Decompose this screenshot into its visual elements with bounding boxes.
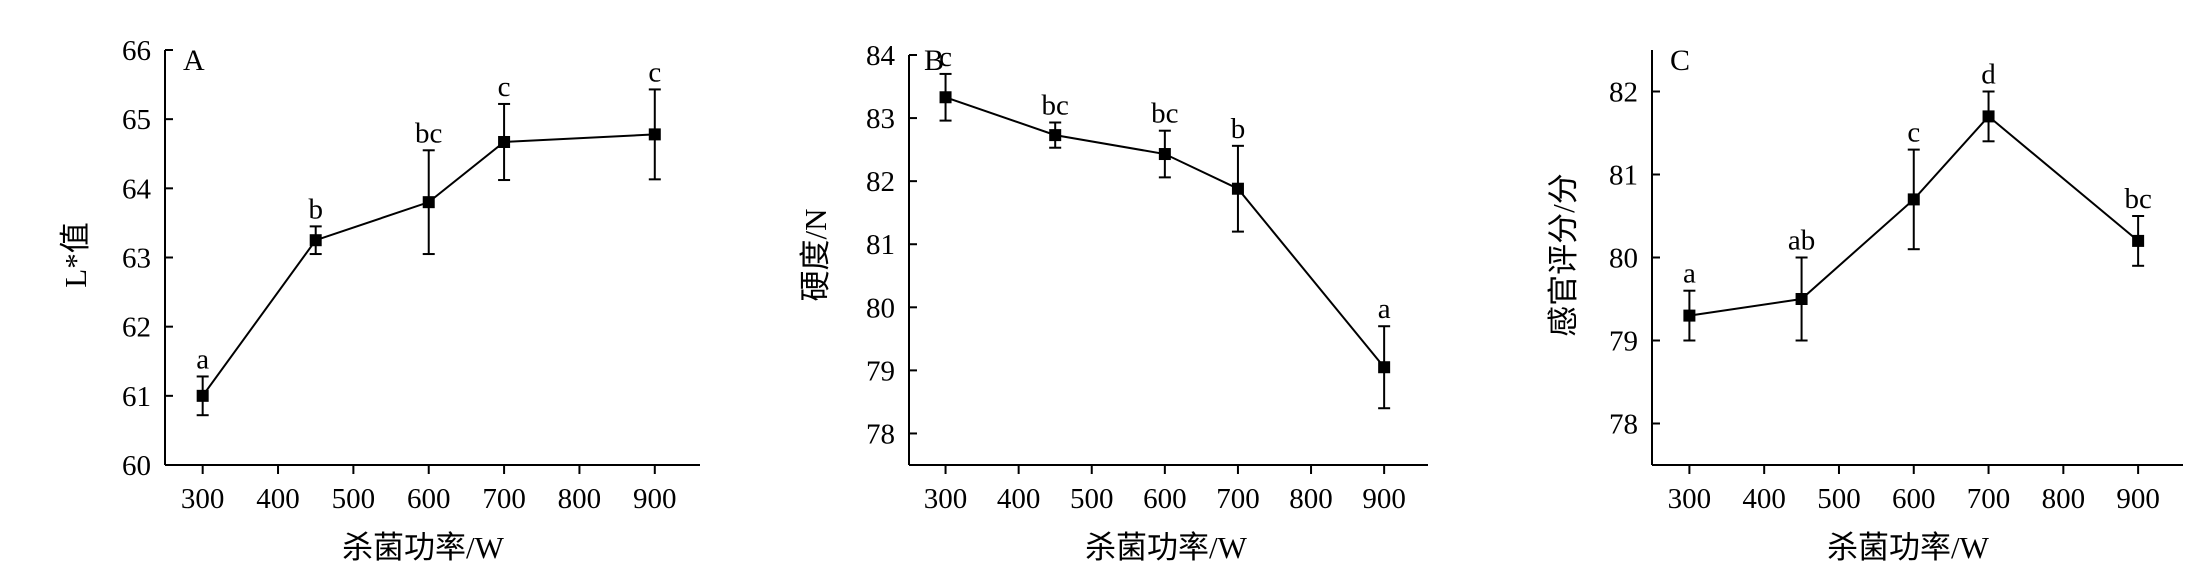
panel-a-significance-label: c <box>648 56 661 88</box>
panel-a-y-tick-label: 65 <box>122 104 151 136</box>
panel-b-data-point <box>1378 361 1391 374</box>
panel-a-significance-label: b <box>308 193 323 225</box>
panel-a-x-tick-label: 500 <box>332 483 376 515</box>
panel-c-data-point <box>1795 293 1808 305</box>
panel-c-plot-area: 78 79 80 81 82 300 400 500 600 700 800 900 a ab c d bc <box>1609 50 2183 515</box>
panel-b-y-tick-label: 84 <box>866 40 896 72</box>
panel-b-x-tick-label: 700 <box>1216 483 1260 515</box>
panel-a-y-tick-label: 62 <box>122 312 151 344</box>
panel-b-y-tick-label: 79 <box>866 355 895 387</box>
panel-c-data-point <box>1683 309 1696 322</box>
panel-c-y-axis-title: 感官评分/分 <box>1546 173 1581 337</box>
panel-a-data-point <box>422 196 435 209</box>
panel-c-significance-label: bc <box>2124 183 2151 215</box>
panel-b-y-tick-label: 80 <box>866 292 895 324</box>
panel-b-label: B <box>924 44 944 77</box>
panel-a-data-point <box>309 234 322 247</box>
panel-b-significance-label: a <box>1378 293 1391 325</box>
panel-a-y-tick-label: 63 <box>122 243 151 275</box>
panel-a-x-tick-label: 900 <box>633 483 677 515</box>
panel-c-significance-label: c <box>1907 117 1920 149</box>
panel-b-significance-label: b <box>1231 113 1246 145</box>
panel-c-significance-label: d <box>1981 59 1996 91</box>
panel-b-y-tick-label: 78 <box>866 418 895 450</box>
panel-c: C 杀菌功率/W 感官评分/分 78 79 80 81 82 300 400 500 600 70… <box>1546 44 2183 565</box>
panel-b: B 杀菌功率/W 硬度/N 78 79 80 81 82 83 84 300 400 500 600… <box>798 40 1428 565</box>
panel-a-x-axis-title: 杀菌功率/W <box>342 530 505 565</box>
panel-b-significance-label: bc <box>1042 89 1069 121</box>
panel-b-significance-label: bc <box>1151 98 1178 130</box>
panel-a-significance-label: c <box>498 71 511 103</box>
panel-c-x-tick-label: 700 <box>1967 483 2011 515</box>
panel-a-y-tick-label: 61 <box>122 381 151 413</box>
panel-c-x-tick-label: 900 <box>2116 483 2160 515</box>
panel-b-data-point <box>1049 129 1062 142</box>
panel-b-y-axis-title: 硬度/N <box>798 209 833 302</box>
panel-a-significance-label: a <box>196 343 209 375</box>
panel-a-x-tick-label: 800 <box>558 483 602 515</box>
panel-c-label: C <box>1670 44 1690 77</box>
panel-c-y-tick-label: 78 <box>1609 409 1638 441</box>
panel-b-x-axis-title: 杀菌功率/W <box>1085 530 1248 565</box>
panel-a-label: A <box>183 44 205 77</box>
panel-c-x-tick-label: 300 <box>1668 483 1712 515</box>
panel-a-data-point <box>498 135 511 148</box>
panel-c-y-tick-label: 81 <box>1609 160 1638 192</box>
panel-b-y-tick-label: 83 <box>866 103 895 135</box>
panel-b-significance-label: c <box>939 41 952 73</box>
panel-b-plot-area: 78 79 80 81 82 83 84 300 400 500 600 700 800 900 c bc bc… <box>866 40 1428 515</box>
panel-c-y-tick-label: 80 <box>1609 243 1638 275</box>
panel-a-y-tick-label: 60 <box>122 450 151 482</box>
panel-c-x-tick-label: 600 <box>1892 483 1936 515</box>
panel-b-x-tick-label: 400 <box>997 483 1041 515</box>
panel-b-x-tick-label: 300 <box>924 483 968 515</box>
panel-b-y-tick-label: 81 <box>866 229 895 261</box>
panel-c-data-point <box>1982 110 1995 123</box>
panel-b-data-point <box>1231 182 1244 195</box>
panel-a-x-tick-label: 400 <box>256 483 300 515</box>
panel-a-x-tick-label: 600 <box>407 483 451 515</box>
panel-c-x-tick-label: 800 <box>2042 483 2086 515</box>
panel-b-x-tick-label: 800 <box>1289 483 1333 515</box>
panel-a-data-point <box>648 128 661 141</box>
panel-c-y-tick-label: 79 <box>1609 326 1638 358</box>
panel-b-x-tick-label: 500 <box>1070 483 1114 515</box>
panel-c-x-axis-title: 杀菌功率/W <box>1827 530 1990 565</box>
panel-a-data-point <box>196 389 209 402</box>
panel-a-y-tick-label: 66 <box>122 35 151 67</box>
panel-c-data-point <box>1907 193 1920 206</box>
panel-c-significance-label: ab <box>1788 225 1815 257</box>
panel-b-x-tick-label: 900 <box>1362 483 1406 515</box>
panel-a: A 杀菌功率/W L*值 60 61 62 63 64 65 66 300 400 500 600 7… <box>58 35 700 565</box>
panel-b-data-point <box>939 91 952 104</box>
panel-b-y-tick-label: 82 <box>866 166 895 198</box>
panel-a-x-tick-label: 300 <box>181 483 225 515</box>
panel-c-data-point <box>2132 234 2145 247</box>
panel-a-y-axis-title: L*值 <box>58 222 93 287</box>
panel-a-plot-area: 60 61 62 63 64 65 66 300 400 500 600 700 800 900 a b bc c… <box>122 35 700 515</box>
panel-c-y-tick-label: 82 <box>1609 77 1638 109</box>
panel-b-data-point <box>1158 148 1171 161</box>
panel-c-x-tick-label: 500 <box>1817 483 1861 515</box>
panel-a-y-tick-label: 64 <box>122 173 152 205</box>
panel-a-significance-label: bc <box>415 117 442 149</box>
panel-a-x-tick-label: 700 <box>482 483 526 515</box>
panel-b-x-tick-label: 600 <box>1143 483 1187 515</box>
panel-c-significance-label: a <box>1683 258 1696 290</box>
panel-c-x-tick-label: 400 <box>1742 483 1786 515</box>
